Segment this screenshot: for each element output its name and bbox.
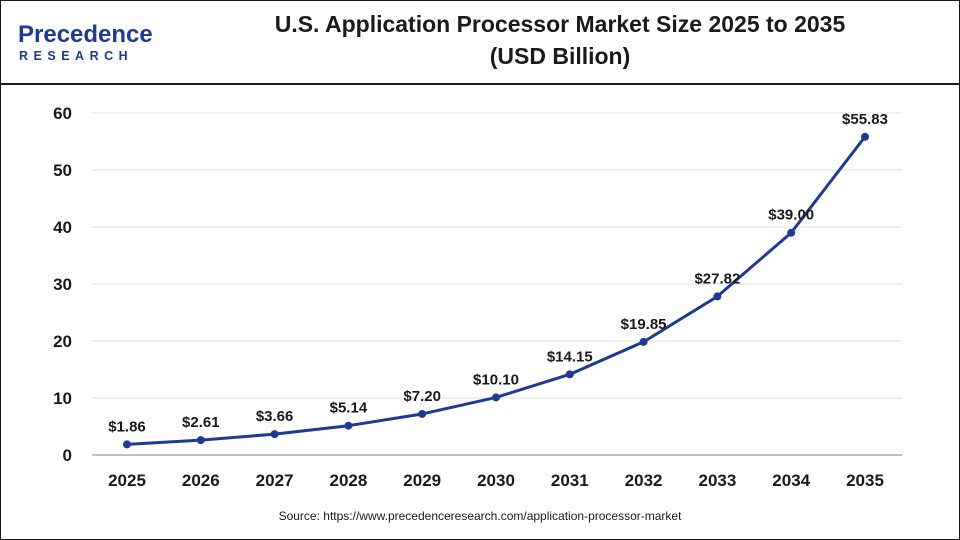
data-label: $2.61 xyxy=(182,414,220,431)
logo-brand-text: Precedence xyxy=(18,21,153,48)
x-tick-label: 2033 xyxy=(698,471,736,490)
data-point xyxy=(713,292,722,301)
x-tick-label: 2028 xyxy=(329,471,367,490)
y-tick-label: 50 xyxy=(53,161,72,180)
chart-title-line1: U.S. Application Processor Market Size 2… xyxy=(274,11,846,37)
data-label: $55.83 xyxy=(842,111,888,128)
y-tick-label: 10 xyxy=(53,389,72,408)
chart-title-line2: (USD Billion) xyxy=(489,43,631,69)
logo-sub-text: RESEARCH xyxy=(19,49,133,63)
data-point xyxy=(639,337,648,346)
source-note: Source: https://www.precedenceresearch.c… xyxy=(278,509,682,523)
x-tick-label: 2027 xyxy=(256,471,294,490)
header: Precedence RESEARCH U.S. Application Pro… xyxy=(0,0,960,85)
data-points xyxy=(123,132,869,449)
data-label: $27.82 xyxy=(694,270,740,287)
data-label: $10.10 xyxy=(473,371,519,388)
data-point xyxy=(861,132,869,141)
y-tick-label: 60 xyxy=(53,104,72,123)
x-tick-label: 2035 xyxy=(846,471,884,490)
data-point xyxy=(418,409,427,418)
data-label: $1.86 xyxy=(108,418,146,435)
y-axis: 0 10 20 30 40 50 60 xyxy=(53,104,72,465)
data-point xyxy=(123,440,131,449)
y-tick-label: 0 xyxy=(63,446,72,465)
chart-title: U.S. Application Processor Market Size 2… xyxy=(200,8,920,72)
x-tick-label: 2032 xyxy=(625,471,663,490)
x-tick-label: 2030 xyxy=(477,471,515,490)
y-tick-label: 40 xyxy=(53,218,72,237)
data-labels: $1.86 $2.61 $3.66 $5.14 $7.20 $10.10 $14.15 $19… xyxy=(108,111,888,436)
data-label: $3.66 xyxy=(256,408,294,425)
y-tick-label: 20 xyxy=(53,332,72,351)
data-point xyxy=(270,430,279,439)
data-label: $5.14 xyxy=(330,400,368,417)
x-tick-label: 2026 xyxy=(182,471,220,490)
data-point xyxy=(787,228,796,237)
data-point xyxy=(344,421,353,430)
data-point xyxy=(196,436,205,445)
data-label: $14.15 xyxy=(547,348,593,365)
x-axis: 2025 2026 2027 2028 2029 2030 2031 2032 2033 2034… xyxy=(92,454,902,490)
data-label: $7.20 xyxy=(403,388,441,405)
data-point xyxy=(565,370,574,379)
y-tick-label: 30 xyxy=(53,275,72,294)
gridlines xyxy=(92,112,902,399)
x-tick-label: 2031 xyxy=(551,471,589,490)
x-tick-label: 2025 xyxy=(108,471,146,490)
x-tick-label: 2029 xyxy=(403,471,441,490)
x-tick-label: 2034 xyxy=(772,471,810,490)
data-label: $19.85 xyxy=(621,316,667,333)
precedence-research-logo: Precedence RESEARCH xyxy=(18,21,153,63)
data-label: $39.00 xyxy=(768,207,814,224)
data-point xyxy=(492,393,500,402)
